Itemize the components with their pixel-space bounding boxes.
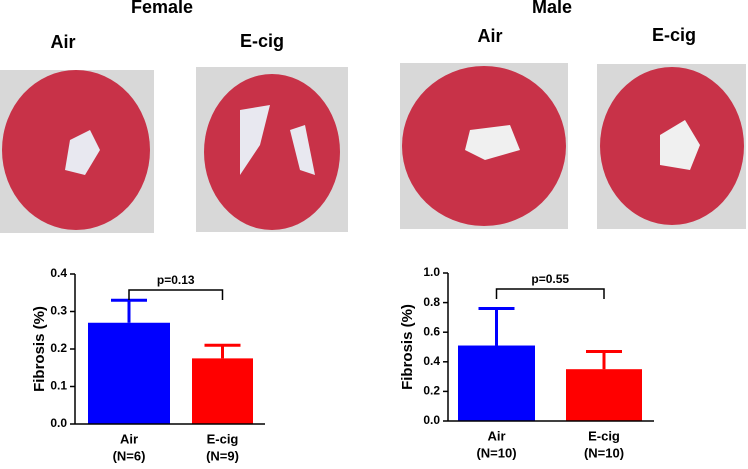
- group-size-label: (N=10): [476, 445, 516, 460]
- y-axis-label: Fibrosis (%): [399, 304, 416, 390]
- y-tick-label: 0.4: [423, 354, 440, 368]
- bar: [192, 358, 253, 424]
- significance-bracket: [128, 289, 224, 300]
- heart-image: [597, 64, 746, 229]
- y-tick-label: 0.1: [50, 379, 67, 393]
- panel-title: Male: [532, 0, 572, 17]
- group-size-label: (N=9): [206, 448, 239, 463]
- image-label: E-cig: [240, 31, 284, 51]
- y-tick-label: 0.2: [423, 384, 440, 398]
- y-tick-label: 0.0: [423, 413, 440, 427]
- group-size-label: (N=6): [113, 448, 146, 463]
- heart-image: [400, 63, 568, 229]
- y-tick-label: 0.8: [423, 295, 440, 309]
- x-tick-label: E-cig: [207, 431, 239, 446]
- x-tick-label: Air: [487, 428, 505, 443]
- x-tick-label: E-cig: [588, 428, 620, 443]
- image-label: Air: [477, 26, 502, 46]
- bar: [88, 322, 170, 424]
- y-tick-label: 0.4: [50, 266, 67, 280]
- heart-image: [0, 70, 154, 233]
- y-axis-label: Fibrosis (%): [31, 306, 48, 392]
- y-tick-label: 0.2: [50, 341, 67, 355]
- bar: [566, 369, 642, 421]
- y-tick-label: 0.6: [423, 324, 440, 338]
- bar: [458, 345, 535, 421]
- y-tick-label: 0.3: [50, 304, 67, 318]
- significance-bracket: [495, 288, 605, 299]
- x-tick-label: Air: [120, 431, 138, 446]
- annotation: p=0.55: [531, 272, 569, 286]
- group-size-label: (N=10): [584, 445, 624, 460]
- annotation: p=0.13: [157, 273, 195, 287]
- y-tick-label: 1.0: [423, 265, 440, 279]
- image-label: E-cig: [652, 25, 696, 45]
- heart-image: [196, 67, 348, 232]
- panel-title: Female: [131, 0, 193, 17]
- y-tick-label: 0.0: [50, 416, 67, 430]
- image-label: Air: [50, 32, 75, 52]
